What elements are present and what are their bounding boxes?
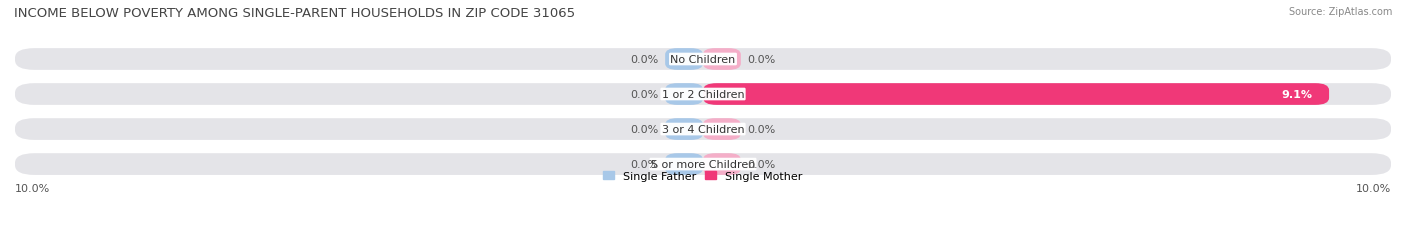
Text: 0.0%: 0.0% [630,159,658,169]
Text: 0.0%: 0.0% [748,125,776,134]
Text: 0.0%: 0.0% [630,55,658,65]
FancyBboxPatch shape [15,119,1391,140]
FancyBboxPatch shape [665,84,703,105]
Text: Source: ZipAtlas.com: Source: ZipAtlas.com [1288,7,1392,17]
Text: 5 or more Children: 5 or more Children [651,159,755,169]
FancyBboxPatch shape [15,154,1391,175]
Text: 10.0%: 10.0% [15,183,51,193]
Legend: Single Father, Single Mother: Single Father, Single Mother [603,171,803,181]
FancyBboxPatch shape [15,84,1391,105]
Text: 0.0%: 0.0% [630,90,658,100]
FancyBboxPatch shape [703,119,741,140]
Text: 1 or 2 Children: 1 or 2 Children [662,90,744,100]
Text: 3 or 4 Children: 3 or 4 Children [662,125,744,134]
Text: No Children: No Children [671,55,735,65]
FancyBboxPatch shape [665,119,703,140]
Text: 0.0%: 0.0% [630,125,658,134]
Text: INCOME BELOW POVERTY AMONG SINGLE-PARENT HOUSEHOLDS IN ZIP CODE 31065: INCOME BELOW POVERTY AMONG SINGLE-PARENT… [14,7,575,20]
FancyBboxPatch shape [665,154,703,175]
Text: 0.0%: 0.0% [748,55,776,65]
FancyBboxPatch shape [15,49,1391,70]
FancyBboxPatch shape [703,49,741,70]
FancyBboxPatch shape [665,49,703,70]
Text: 10.0%: 10.0% [1355,183,1391,193]
FancyBboxPatch shape [703,154,741,175]
Text: 0.0%: 0.0% [748,159,776,169]
FancyBboxPatch shape [703,84,1329,105]
Text: 9.1%: 9.1% [1281,90,1312,100]
